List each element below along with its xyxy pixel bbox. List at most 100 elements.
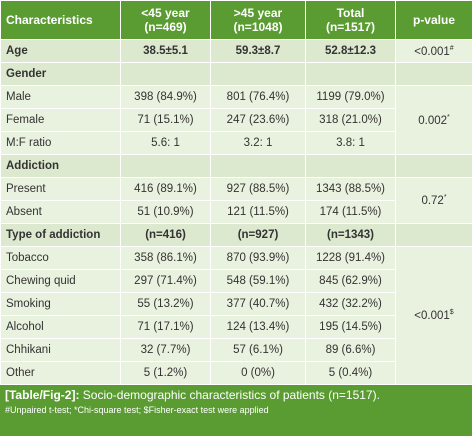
- p-value: <0.001: [414, 309, 450, 322]
- section-row: Addiction: [0, 154, 472, 178]
- p-value-cell: <0.001$: [395, 246, 472, 385]
- p-value-cell: 0.002*: [395, 85, 472, 155]
- cell: [120, 154, 211, 178]
- p-mark: *: [443, 194, 447, 202]
- data-row: Other 5 (1.2%) 0 (0%) 5 (0.4%): [0, 361, 472, 385]
- cell: (n=1343): [305, 223, 396, 247]
- cell: Other: [0, 361, 121, 385]
- cell: 3.2: 1: [210, 131, 306, 155]
- section-row: Type of addiction (n=416) (n=927) (n=1343): [0, 223, 472, 247]
- cell: Alcohol: [0, 315, 121, 339]
- cell: 927 (88.5%): [210, 177, 306, 201]
- cell: Tobacco: [0, 246, 121, 270]
- cell: 801 (76.4%): [210, 85, 306, 109]
- cell: [210, 62, 306, 86]
- cell: 59.3±8.7: [210, 39, 306, 63]
- cell: [305, 62, 396, 86]
- cell: 5 (0.4%): [305, 361, 396, 385]
- caption-label: [Table/Fig-2]:: [5, 388, 80, 402]
- section-row: Gender: [0, 62, 472, 86]
- cell: Addiction: [0, 154, 121, 178]
- header-cell: >45 year (n=1048): [210, 0, 306, 40]
- cell: 71 (15.1%): [120, 108, 211, 132]
- cell: (n=416): [120, 223, 211, 247]
- cell: 38.5±5.1: [120, 39, 211, 63]
- cell: Age: [0, 39, 121, 63]
- cell: 398 (84.9%): [120, 85, 211, 109]
- section-row: Age 38.5±5.1 59.3±8.7 52.8±12.3 <0.001#: [0, 39, 472, 63]
- cell: [210, 154, 306, 178]
- data-row: Male 398 (84.9%) 801 (76.4%) 1199 (79.0%) 0.…: [0, 85, 472, 155]
- cell: Absent: [0, 200, 121, 224]
- header-row: Characteristics <45 year (n=469) >45 year (n…: [0, 0, 472, 40]
- cell: 195 (14.5%): [305, 315, 396, 339]
- empty-cell: [395, 154, 472, 178]
- cell: Type of addiction: [0, 223, 121, 247]
- header-cell: p-value: [395, 0, 472, 40]
- cell: 416 (89.1%): [120, 177, 211, 201]
- header-cell: <45 year (n=469): [120, 0, 211, 40]
- empty-cell: [395, 223, 472, 247]
- header-text: Characteristics: [6, 13, 93, 27]
- cell: 358 (86.1%): [120, 246, 211, 270]
- cell: Smoking: [0, 292, 121, 316]
- cell: 870 (93.9%): [210, 246, 306, 270]
- cell: 5 (1.2%): [120, 361, 211, 385]
- p-value: <0.001: [414, 45, 450, 58]
- header-text: p-value: [412, 13, 455, 27]
- cell: 548 (59.1%): [210, 269, 306, 293]
- cell: 124 (13.4%): [210, 315, 306, 339]
- cell: 71 (17.1%): [120, 315, 211, 339]
- data-row: Tobacco 358 (86.1%) 870 (93.9%) 1228 (91.4%…: [0, 246, 472, 385]
- cell: Male: [0, 85, 121, 109]
- table: Characteristics <45 year (n=469) >45 year (n…: [0, 0, 472, 385]
- cell: 377 (40.7%): [210, 292, 306, 316]
- footnote: #Unpaired t-test; *Chi-square test; $Fis…: [5, 405, 269, 415]
- data-row: Absent 51 (10.9%) 121 (11.5%) 174 (11.5%): [0, 200, 472, 224]
- p-value: 0.002: [418, 114, 448, 127]
- data-row: Smoking 55 (13.2%) 377 (40.7%) 432 (32.2%): [0, 292, 472, 316]
- cell: 5.6: 1: [120, 131, 211, 155]
- data-row: Chhikani 32 (7.7%) 57 (6.1%) 89 (6.6%): [0, 338, 472, 362]
- header-cell: Total (n=1517): [305, 0, 396, 40]
- cell: 318 (21.0%): [305, 108, 396, 132]
- cell: 174 (11.5%): [305, 200, 396, 224]
- cell: Chewing quid: [0, 269, 121, 293]
- data-row: Female 71 (15.1%) 247 (23.6%) 318 (21.0%): [0, 108, 472, 132]
- cell: 247 (23.6%): [210, 108, 306, 132]
- data-row: Chewing quid 297 (71.4%) 548 (59.1%) 845 (6…: [0, 269, 472, 293]
- cell: 432 (32.2%): [305, 292, 396, 316]
- cell: Present: [0, 177, 121, 201]
- header-text: >45 year: [233, 6, 283, 20]
- header-text: Total (n=1517): [325, 6, 376, 34]
- cell: 297 (71.4%): [120, 269, 211, 293]
- data-row: Present 416 (89.1%) 927 (88.5%) 1343 (88.5%…: [0, 177, 472, 224]
- caption: [Table/Fig-2]: Socio-demographic charact…: [0, 385, 472, 436]
- cell: 1343 (88.5%): [305, 177, 396, 201]
- cell: 0 (0%): [210, 361, 306, 385]
- cell: [305, 154, 396, 178]
- cell: 89 (6.6%): [305, 338, 396, 362]
- cell: [120, 62, 211, 86]
- cell: 51 (10.9%): [120, 200, 211, 224]
- header-text: <45 year: [141, 6, 190, 20]
- cell: 55 (13.2%): [120, 292, 211, 316]
- cell: 121 (11.5%): [210, 200, 306, 224]
- cell: Gender: [0, 62, 121, 86]
- cell: 845 (62.9%): [305, 269, 396, 293]
- cell: 1228 (91.4%): [305, 246, 396, 270]
- cell: Female: [0, 108, 121, 132]
- p-value: 0.72: [421, 194, 444, 207]
- header-text: (n=1048): [233, 20, 283, 34]
- cell: M:F ratio: [0, 131, 121, 155]
- cell: 3.8: 1: [305, 131, 396, 155]
- cell: 52.8±12.3: [305, 39, 396, 63]
- p-mark: #: [449, 44, 454, 52]
- cell: 57 (6.1%): [210, 338, 306, 362]
- p-value-cell: <0.001#: [395, 39, 472, 63]
- empty-cell: [395, 62, 472, 86]
- caption-text: Socio-demographic characteristics of pat…: [82, 388, 380, 402]
- data-row: Alcohol 71 (17.1%) 124 (13.4%) 195 (14.5%): [0, 315, 472, 339]
- p-value-cell: 0.72*: [395, 177, 472, 224]
- cell: (n=927): [210, 223, 306, 247]
